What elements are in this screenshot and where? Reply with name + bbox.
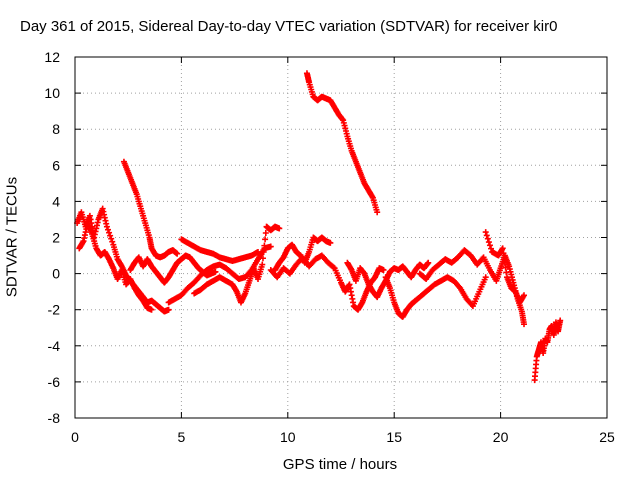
data-point <box>107 232 114 239</box>
tick-labels: 0 5 10 15 20 25 -8 -6 -4 -2 0 2 4 6 8 10 12 <box>44 49 615 445</box>
data-point <box>262 236 269 243</box>
x-tick-label: 15 <box>386 429 402 445</box>
data-point <box>148 306 155 313</box>
data-point <box>380 266 387 273</box>
y-tick-label: -2 <box>48 302 61 318</box>
axis-ticks <box>74 56 608 419</box>
data-point <box>261 242 268 249</box>
data-point <box>109 238 116 245</box>
data-point <box>486 242 493 249</box>
data-point <box>482 274 489 281</box>
y-tick-label: -8 <box>48 410 61 426</box>
y-tick-label: -6 <box>48 374 61 390</box>
y-tick-label: 2 <box>52 230 60 246</box>
data-point <box>374 209 381 216</box>
y-tick-label: 4 <box>52 193 60 209</box>
data-point <box>212 268 219 275</box>
chart-title: Day 361 of 2015, Sidereal Day-to-day VTE… <box>20 18 558 35</box>
data-point <box>485 239 492 246</box>
x-tick-label: 25 <box>599 429 615 445</box>
y-tick-label: 10 <box>44 85 60 101</box>
data-point <box>103 223 110 230</box>
data-point <box>262 229 269 236</box>
x-axis-label: GPS time / hours <box>282 456 398 473</box>
y-tick-label: 8 <box>52 121 60 137</box>
data-point <box>267 243 274 250</box>
data-point <box>483 232 490 239</box>
data-point <box>488 245 495 252</box>
y-tick-label: 6 <box>52 157 60 173</box>
y-tick-label: 0 <box>52 266 60 282</box>
x-tick-label: 10 <box>280 429 296 445</box>
data-point <box>482 229 489 236</box>
x-tick-label: 0 <box>71 429 79 445</box>
data-point <box>557 317 564 324</box>
data-point <box>259 261 266 268</box>
grid-lines <box>75 57 607 418</box>
data-points <box>74 70 564 384</box>
data-point <box>425 259 432 266</box>
data-point <box>259 255 266 262</box>
x-tick-label: 5 <box>178 429 186 445</box>
y-axis-label: SDTVAR / TECUs <box>3 176 21 298</box>
y-tick-label: -4 <box>48 338 61 354</box>
data-point <box>260 248 267 255</box>
data-point <box>521 321 528 328</box>
data-point <box>106 229 113 236</box>
data-point <box>330 264 337 271</box>
data-point <box>276 225 283 232</box>
data-point <box>174 250 181 257</box>
x-tick-label: 20 <box>493 429 509 445</box>
data-point <box>484 235 491 242</box>
data-point <box>327 239 334 246</box>
data-point <box>521 292 528 299</box>
y-tick-label: 12 <box>44 49 60 65</box>
data-point <box>165 306 172 313</box>
data-point <box>104 226 111 233</box>
data-point <box>108 235 115 242</box>
